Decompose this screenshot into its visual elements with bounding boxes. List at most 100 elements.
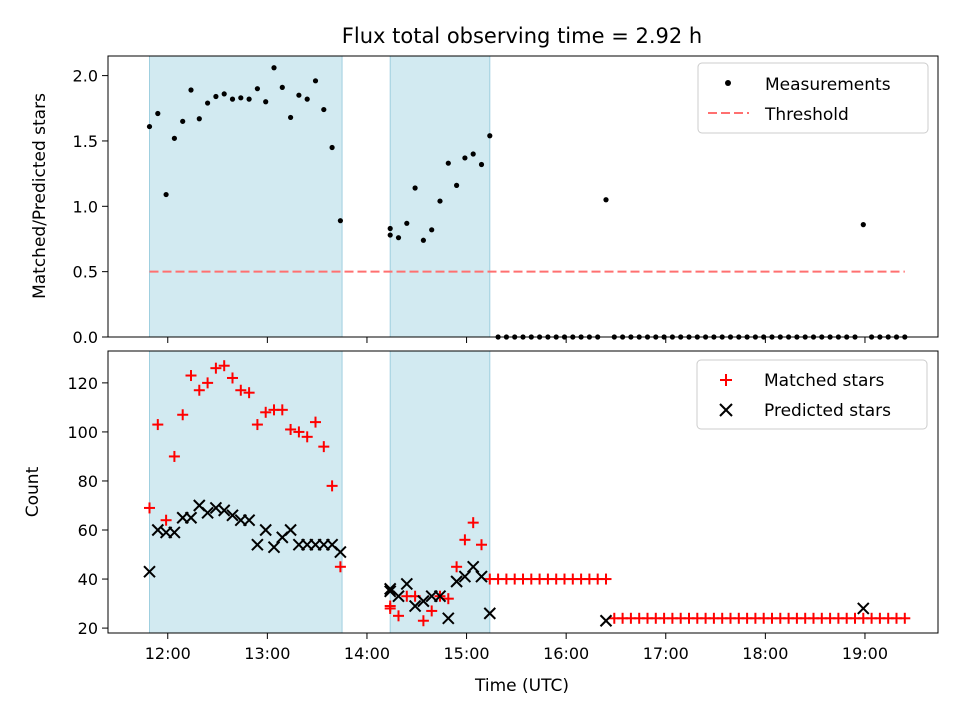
measurement-point [229, 96, 236, 102]
matched-star-marker [276, 404, 288, 416]
measurement-point [288, 114, 294, 121]
predicted-star-stroke [383, 585, 397, 598]
legend-counts: Matched stars Predicted stars [696, 359, 928, 430]
predicted-star-marker [259, 523, 272, 537]
predicted-star-stroke [217, 504, 231, 517]
measurement-point [163, 191, 169, 198]
measurement-point [454, 182, 460, 188]
matched-star-marker [227, 372, 238, 384]
predicted-star-stroke [251, 538, 264, 551]
legend-swatch-measurements [725, 80, 731, 86]
predicted-star-marker [267, 540, 281, 554]
predicted-star-marker [408, 599, 422, 613]
legend-label-matched: Matched stars [764, 371, 884, 391]
predicted-star-marker [458, 570, 472, 583]
y-count-tick-label: 120 [67, 374, 98, 393]
predicted-star-marker [226, 509, 239, 522]
predicted-star-marker [334, 545, 347, 559]
y-ratio-tick-label: 1.0 [73, 197, 98, 216]
matched-star-marker [326, 480, 338, 492]
matched-star-marker [260, 406, 272, 418]
predicted-star-stroke [184, 511, 198, 524]
x-tick-marks-top [167, 337, 866, 343]
measurement-point [429, 227, 435, 233]
axes-frame [107, 55, 939, 338]
observing-windows [149, 350, 491, 634]
legend-label-measurements: Measurements [765, 75, 891, 95]
predicted-star-stroke [201, 506, 214, 520]
matched-star-marker [459, 534, 471, 546]
measurement-point [254, 86, 260, 92]
predicted-star-stroke [599, 614, 613, 627]
panel-ratio: 0.00.51.01.52.0 Matched/Predicted stars … [30, 55, 939, 347]
matched-star-marker [218, 360, 230, 372]
predicted-star-marker [284, 523, 297, 537]
predicted-star-marker [383, 585, 397, 598]
matched-star-marker [251, 419, 263, 431]
x-tick-label: 18:00 [742, 644, 788, 663]
measurement-point [412, 185, 418, 191]
predicted-star-stroke [466, 560, 480, 573]
predicted-star-marker [209, 501, 223, 515]
axes-frame [107, 350, 939, 634]
predicted-star-marker [242, 513, 256, 527]
measurement-point [387, 232, 393, 238]
measurement-point [246, 96, 252, 102]
y-count-tick-label: 100 [67, 423, 98, 442]
y-axis-label-ratio: Matched/Predicted stars [30, 93, 50, 299]
predicted-star-stroke [284, 523, 297, 537]
predicted-star-marker [483, 607, 497, 620]
x-axis-time: 12:00 13:00 14:00 15:00 16:00 17:00 18:00 19:00 [145, 633, 888, 663]
matched-star-marker [293, 426, 305, 438]
measurement-point [478, 161, 485, 168]
legend-box [696, 359, 928, 430]
predicted-star-marker [417, 594, 430, 608]
y-ratio-tick-label: 0.5 [73, 263, 98, 282]
predicted-star-marker [475, 570, 488, 583]
predicted-star-marker [184, 511, 198, 524]
matched-star-marker [600, 573, 612, 585]
shaded-window [149, 55, 343, 338]
predicted-star-marker [400, 577, 414, 591]
observing-windows [149, 55, 491, 338]
measurement-point [155, 110, 161, 117]
measurement-point [470, 151, 476, 157]
predicted-star-marker [450, 575, 463, 588]
matched-star-marker [177, 409, 189, 421]
predicted-star-marker [433, 590, 447, 603]
matched-star-marker [417, 615, 429, 627]
x-tick-label: 16:00 [543, 644, 589, 663]
predicted-star-marker [143, 565, 156, 578]
matched-star-marker [210, 362, 222, 374]
legend-swatch-predicted [719, 403, 733, 417]
predicted-star-stroke [193, 499, 206, 512]
predicted-star-stroke [483, 607, 497, 620]
figure-title: Flux total observing time = 2.92 h [342, 24, 702, 48]
measurement-point [860, 222, 866, 228]
measurement-point [487, 133, 493, 139]
predicted-star-marker [466, 560, 480, 573]
predicted-star-marker [151, 523, 165, 537]
measurement-point [171, 135, 177, 141]
y-count-tick-label: 40 [78, 570, 98, 589]
x-tick-label: 14:00 [344, 644, 390, 663]
measurement-point [603, 197, 609, 203]
matched-star-marker [476, 539, 487, 551]
predicted-star-stroke [475, 570, 488, 583]
legend-box [697, 62, 929, 134]
predicted-star-stroke [267, 540, 281, 554]
measurement-point [213, 93, 219, 100]
measurement-point [395, 235, 402, 241]
measurement-point [238, 95, 244, 101]
measurement-point [445, 160, 451, 166]
predicted-star-stroke [433, 590, 447, 603]
matched-star-marker [285, 423, 297, 435]
measurement-point [188, 87, 194, 93]
measurement-point [279, 84, 285, 90]
matched-star-marker [185, 370, 197, 382]
y-ratio-tick-label: 2.0 [73, 67, 98, 86]
matched-star-marker [235, 384, 247, 396]
measurement-point [296, 92, 302, 98]
count-series [143, 360, 911, 627]
matched-star-marker [384, 602, 396, 614]
